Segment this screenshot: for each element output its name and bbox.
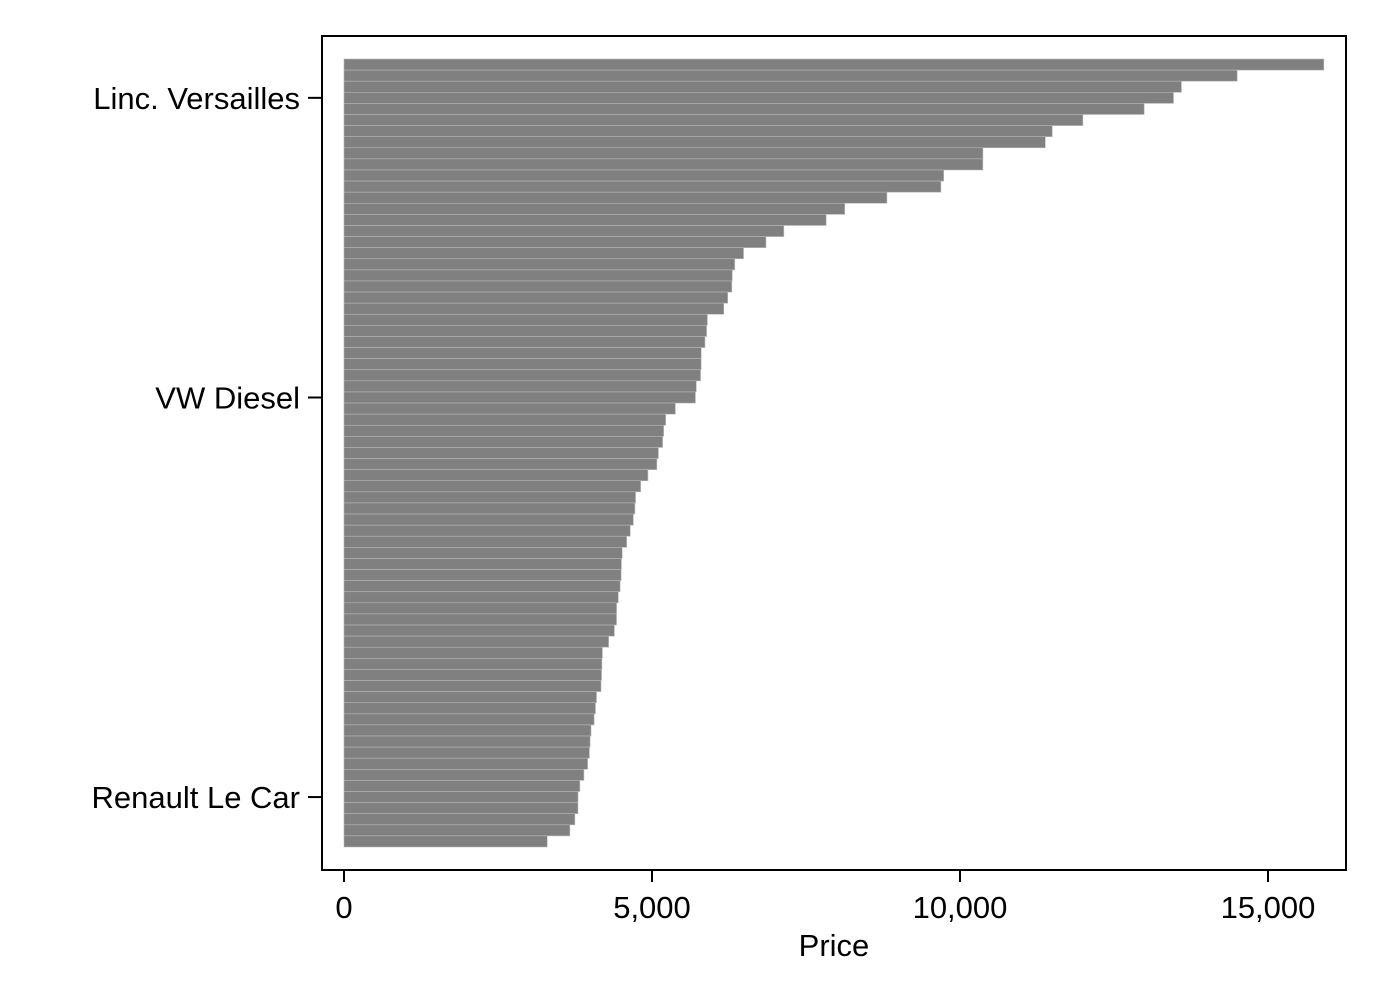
bar [343, 669, 602, 681]
bar [343, 291, 729, 304]
x-tick-label: 15,000 [1221, 890, 1316, 925]
bar [343, 180, 942, 193]
bar [343, 780, 581, 792]
bar [343, 569, 622, 581]
bar [343, 125, 1053, 137]
bar [343, 313, 708, 326]
bar [343, 202, 846, 215]
bar [343, 646, 603, 659]
bar [343, 225, 785, 237]
bar [343, 336, 706, 348]
bar [343, 358, 702, 371]
bar [343, 535, 627, 548]
bar [343, 624, 615, 637]
bar [343, 746, 590, 759]
bar [343, 680, 602, 692]
y-axis: Linc. Versailles VW Diesel Renault Le Car [91, 81, 322, 815]
bar [343, 103, 1145, 115]
bar [343, 580, 621, 593]
x-tick-label: 10,000 [913, 890, 1008, 925]
bar [343, 835, 548, 848]
bar [343, 458, 658, 470]
bar [343, 547, 623, 559]
bar [343, 280, 733, 293]
bar [343, 558, 622, 570]
bar [343, 713, 595, 726]
bar [343, 824, 571, 837]
x-axis: 0 5,000 10,000 15,000 [335, 870, 1315, 925]
bar [343, 214, 827, 226]
bar [343, 114, 1084, 126]
bar [343, 702, 596, 715]
bar [343, 136, 1046, 149]
bar [343, 236, 767, 248]
bar [343, 147, 984, 160]
bar [343, 524, 631, 537]
bar [343, 691, 597, 704]
bar [343, 802, 579, 815]
bar [343, 402, 676, 415]
bar [343, 591, 619, 604]
bar [343, 447, 659, 459]
bar [343, 635, 609, 648]
bar [343, 480, 641, 493]
bar [343, 769, 585, 781]
bar [343, 269, 733, 282]
bar [343, 424, 664, 437]
bar [343, 436, 663, 448]
bar [343, 735, 591, 748]
bar [343, 513, 634, 526]
bars-group [343, 58, 1325, 848]
bar [343, 813, 576, 826]
y-tick-label: Linc. Versailles [93, 81, 300, 116]
x-tick-label: 0 [335, 890, 352, 925]
bar [343, 302, 725, 315]
bar [343, 791, 579, 803]
bar [343, 413, 666, 426]
bar [343, 247, 744, 260]
bar [343, 58, 1325, 71]
bar [343, 757, 588, 770]
bar [343, 613, 617, 626]
bar [343, 69, 1238, 82]
bar [343, 469, 649, 482]
bar [343, 325, 707, 337]
bar [343, 391, 696, 404]
bar [343, 191, 888, 204]
x-axis-title: Price [799, 928, 870, 963]
bar [343, 91, 1174, 104]
bar [343, 169, 944, 182]
bar [343, 380, 697, 393]
bar [343, 258, 735, 271]
bar [343, 602, 617, 615]
bar [343, 491, 636, 504]
bar [343, 347, 702, 359]
bar [343, 502, 636, 515]
y-tick-label: Renault Le Car [91, 780, 300, 815]
bar [343, 658, 603, 670]
x-tick-label: 5,000 [613, 890, 691, 925]
y-tick-label: VW Diesel [155, 381, 300, 416]
bar [343, 724, 592, 737]
bar [343, 158, 984, 171]
bar [343, 369, 701, 382]
bar [343, 80, 1182, 93]
